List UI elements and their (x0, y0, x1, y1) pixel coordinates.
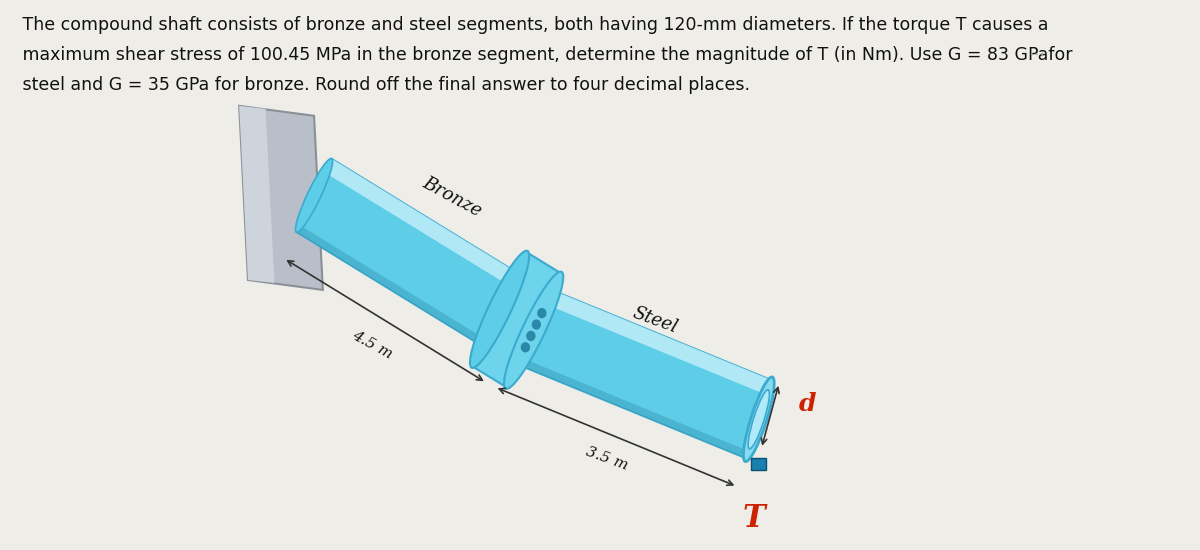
Circle shape (538, 309, 546, 318)
Circle shape (527, 332, 535, 340)
Polygon shape (239, 106, 275, 283)
Ellipse shape (748, 390, 769, 449)
Ellipse shape (470, 251, 529, 368)
Text: Bronze: Bronze (420, 174, 485, 221)
FancyBboxPatch shape (751, 458, 767, 470)
Text: The compound shaft consists of bronze and steel segments, both having 120-mm dia: The compound shaft consists of bronze an… (6, 16, 1049, 34)
Text: 4.5 m: 4.5 m (349, 328, 395, 362)
Polygon shape (296, 225, 503, 356)
Polygon shape (325, 159, 534, 297)
Polygon shape (524, 280, 772, 395)
Circle shape (533, 320, 540, 329)
Polygon shape (239, 106, 323, 290)
Polygon shape (504, 351, 749, 459)
Text: d: d (798, 392, 816, 416)
Ellipse shape (504, 272, 563, 389)
Polygon shape (504, 280, 772, 459)
Text: steel and G = 35 GPa for bronze. Round off the final answer to four decimal plac: steel and G = 35 GPa for bronze. Round o… (6, 76, 750, 94)
Circle shape (522, 343, 529, 352)
Polygon shape (473, 252, 562, 387)
Text: ...: ... (1027, 41, 1045, 59)
Text: T: T (743, 503, 766, 534)
Text: Steel: Steel (630, 304, 680, 337)
Text: maximum shear stress of 100.45 MPa in the bronze segment, determine the magnitud: maximum shear stress of 100.45 MPa in th… (6, 46, 1073, 64)
Ellipse shape (743, 377, 774, 461)
Ellipse shape (295, 158, 332, 232)
Polygon shape (296, 159, 534, 356)
Text: 3.5 m: 3.5 m (584, 445, 630, 473)
